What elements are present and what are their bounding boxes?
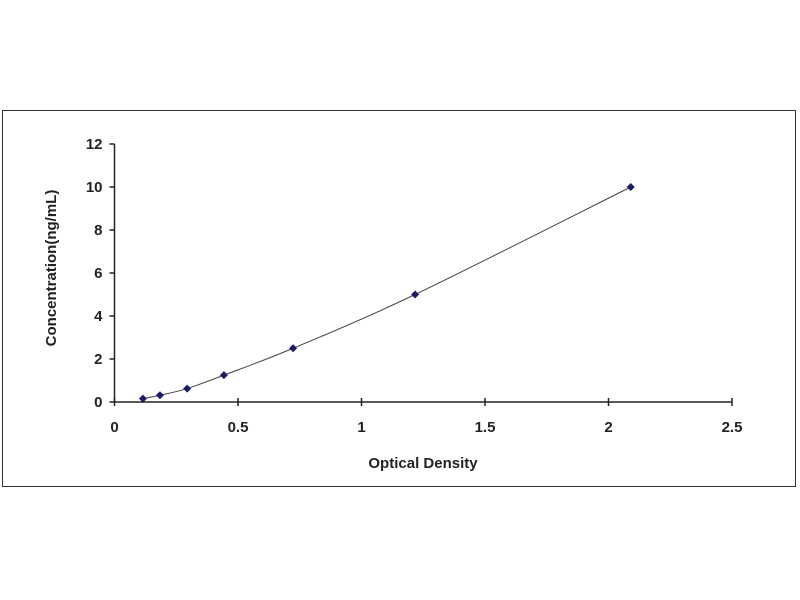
data-point bbox=[155, 391, 164, 400]
y-tick-label: 12 bbox=[86, 136, 103, 153]
x-tick-label: 1.5 bbox=[475, 419, 496, 436]
x-axis-label: Optical Density bbox=[368, 455, 478, 472]
data-point bbox=[219, 371, 228, 380]
y-tick-label: 8 bbox=[94, 222, 102, 239]
y-tick-label: 2 bbox=[94, 351, 102, 368]
data-point bbox=[183, 384, 192, 393]
data-point bbox=[626, 183, 635, 191]
y-tick-label: 4 bbox=[94, 308, 103, 325]
y-tick-label: 10 bbox=[86, 179, 103, 196]
chart-frame bbox=[2, 110, 796, 487]
x-tick-label: 0.5 bbox=[228, 419, 249, 436]
fit-curve bbox=[142, 186, 631, 400]
x-tick-label: 1 bbox=[357, 419, 365, 436]
x-tick-label: 2.5 bbox=[722, 419, 743, 436]
data-point bbox=[289, 344, 298, 353]
data-point bbox=[138, 394, 147, 403]
y-tick-label: 6 bbox=[94, 265, 102, 282]
x-tick-label: 0 bbox=[110, 419, 118, 436]
data-point bbox=[411, 290, 420, 299]
x-tick-label: 2 bbox=[604, 419, 612, 436]
y-tick-label: 0 bbox=[94, 394, 102, 411]
y-axis-label: Concentration(ng/mL) bbox=[43, 190, 60, 347]
